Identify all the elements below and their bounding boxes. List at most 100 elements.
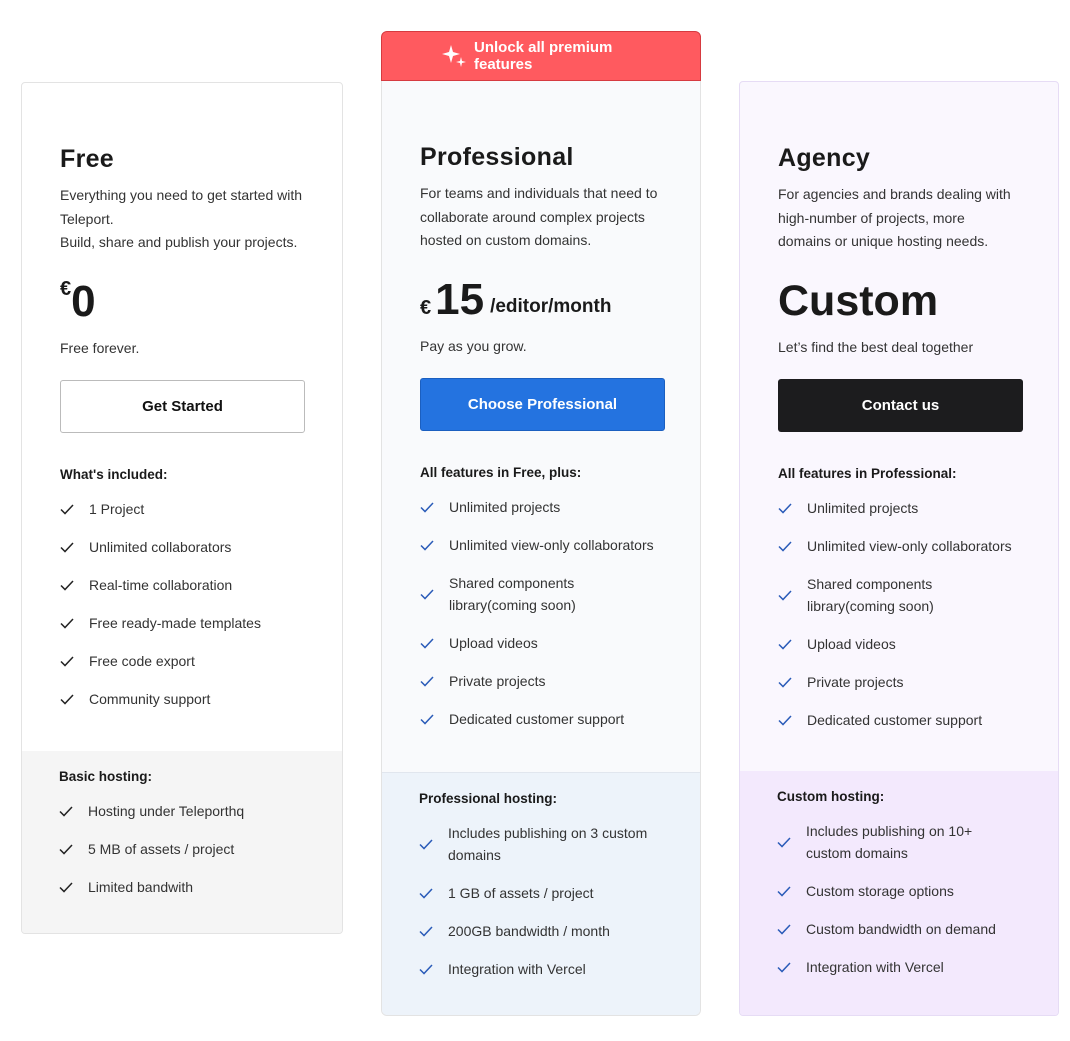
- feature-item: Upload videos: [420, 624, 662, 662]
- feature-item: 1 GB of assets / project: [419, 874, 663, 912]
- feature-label: Free ready-made templates: [89, 615, 261, 631]
- feature-item: Dedicated customer support: [778, 701, 1020, 739]
- currency-symbol: €: [420, 297, 432, 319]
- free-cta-button[interactable]: Get Started: [60, 380, 305, 433]
- description-line: Build, share and publish your projects.: [60, 234, 298, 250]
- feature-item: Integration with Vercel: [777, 948, 1021, 986]
- feature-item: Dedicated customer support: [420, 700, 662, 738]
- feature-item: Shared components library(coming soon): [778, 565, 1020, 625]
- check-icon: [60, 693, 89, 705]
- plan-title: Agency: [778, 144, 871, 172]
- currency-symbol: €: [60, 278, 72, 300]
- check-icon: [777, 836, 806, 848]
- price-period: /editor/month: [490, 296, 612, 317]
- check-icon: [419, 925, 448, 937]
- feature-label: Integration with Vercel: [806, 959, 944, 975]
- feature-label: Private projects: [449, 673, 546, 689]
- features-heading: What's included:: [60, 467, 168, 482]
- feature-label: 1 Project: [89, 501, 145, 517]
- plan-description: Everything you need to get started with …: [60, 184, 304, 256]
- pro-cta-button[interactable]: Choose Professional: [420, 378, 665, 431]
- check-icon: [60, 579, 89, 591]
- price-amount: 15: [435, 275, 485, 324]
- feature-item: Custom storage options: [777, 872, 1021, 910]
- hosting-heading: Professional hosting:: [419, 791, 558, 806]
- check-icon: [778, 502, 807, 514]
- feature-label: Unlimited projects: [449, 499, 561, 515]
- check-icon: [60, 541, 89, 553]
- price-amount: 0: [71, 277, 96, 326]
- price-amount: Custom: [778, 277, 939, 325]
- banner-label: Unlock all premium features: [474, 39, 613, 73]
- feature-label: Shared components library(coming soon): [807, 576, 934, 614]
- check-icon: [777, 885, 806, 897]
- check-icon: [60, 503, 89, 515]
- feature-label: Custom bandwidth on demand: [806, 921, 996, 937]
- hosting-list: Includes publishing on 3 custom domains 1…: [419, 814, 663, 988]
- feature-item: Unlimited projects: [778, 489, 1020, 527]
- feature-item: Private projects: [778, 663, 1020, 701]
- feature-label: Shared components library(coming soon): [449, 575, 576, 613]
- hosting-heading: Basic hosting:: [59, 769, 153, 784]
- feature-item: Unlimited collaborators: [60, 528, 304, 566]
- feature-label: Unlimited projects: [807, 500, 919, 516]
- feature-label: Real-time collaboration: [89, 577, 233, 593]
- feature-label: Upload videos: [807, 636, 896, 652]
- feature-item: Unlimited view-only collaborators: [778, 527, 1020, 565]
- feature-label: Custom storage options: [806, 883, 954, 899]
- features-heading: All features in Professional:: [778, 466, 957, 481]
- feature-item: Shared components library(coming soon): [420, 564, 662, 624]
- feature-label: Free code export: [89, 653, 195, 669]
- feature-label: Unlimited view-only collaborators: [807, 538, 1012, 554]
- hosting-section: Custom hosting: Includes publishing on 1…: [740, 771, 1058, 1015]
- feature-item: Unlimited projects: [420, 488, 662, 526]
- feature-item: Free code export: [60, 642, 304, 680]
- features-list: 1 Project Unlimited collaborators Real-tim…: [60, 490, 304, 718]
- feature-label: Includes publishing on 3 custom domains: [448, 825, 648, 863]
- hosting-section: Basic hosting: Hosting under Teleporthq 5…: [22, 751, 342, 933]
- feature-item: Free ready-made templates: [60, 604, 304, 642]
- plan-subtitle: Free forever.: [60, 340, 140, 356]
- plan-title: Free: [60, 145, 115, 173]
- plan-price: €0: [60, 272, 304, 328]
- hosting-heading: Custom hosting:: [777, 789, 885, 804]
- plan-card-professional: Professional For teams and individuals t…: [381, 81, 701, 1016]
- feature-item: Upload videos: [778, 625, 1020, 663]
- check-icon: [420, 588, 449, 600]
- feature-label: Unlimited collaborators: [89, 539, 232, 555]
- feature-item: 200GB bandwidth / month: [419, 912, 663, 950]
- feature-item: Unlimited view-only collaborators: [420, 526, 662, 564]
- plan-card-agency: Agency For agencies and brands dealing w…: [739, 81, 1059, 1016]
- check-icon: [59, 805, 88, 817]
- feature-item: Custom bandwidth on demand: [777, 910, 1021, 948]
- feature-label: Integration with Vercel: [448, 961, 586, 977]
- feature-item: Real-time collaboration: [60, 566, 304, 604]
- check-icon: [778, 676, 807, 688]
- check-icon: [778, 540, 807, 552]
- check-icon: [420, 539, 449, 551]
- check-icon: [419, 838, 448, 850]
- features-list: Unlimited projects Unlimited view-only co…: [778, 489, 1020, 739]
- check-icon: [778, 589, 807, 601]
- plan-description: For teams and individuals that need to c…: [420, 182, 662, 254]
- hosting-list: Includes publishing on 10+ custom domain…: [777, 812, 1021, 986]
- check-icon: [778, 638, 807, 650]
- feature-label: Dedicated customer support: [449, 711, 625, 727]
- feature-label: 5 MB of assets / project: [88, 841, 235, 857]
- plan-subtitle: Pay as you grow.: [420, 338, 527, 354]
- premium-banner: Unlock all premium features: [381, 31, 701, 81]
- description-line: For agencies and brands dealing with hig…: [778, 186, 1011, 249]
- feature-item: 5 MB of assets / project: [59, 830, 305, 868]
- feature-label: 1 GB of assets / project: [448, 885, 594, 901]
- feature-label: Upload videos: [449, 635, 538, 651]
- feature-item: Private projects: [420, 662, 662, 700]
- check-icon: [60, 617, 89, 629]
- feature-item: Community support: [60, 680, 304, 718]
- feature-label: Private projects: [807, 674, 904, 690]
- features-list: Unlimited projects Unlimited view-only co…: [420, 488, 662, 738]
- agency-cta-button[interactable]: Contact us: [778, 379, 1023, 432]
- check-icon: [777, 923, 806, 935]
- plan-subtitle: Let’s find the best deal together: [778, 339, 974, 355]
- check-icon: [420, 675, 449, 687]
- plan-description: For agencies and brands dealing with hig…: [778, 183, 1020, 255]
